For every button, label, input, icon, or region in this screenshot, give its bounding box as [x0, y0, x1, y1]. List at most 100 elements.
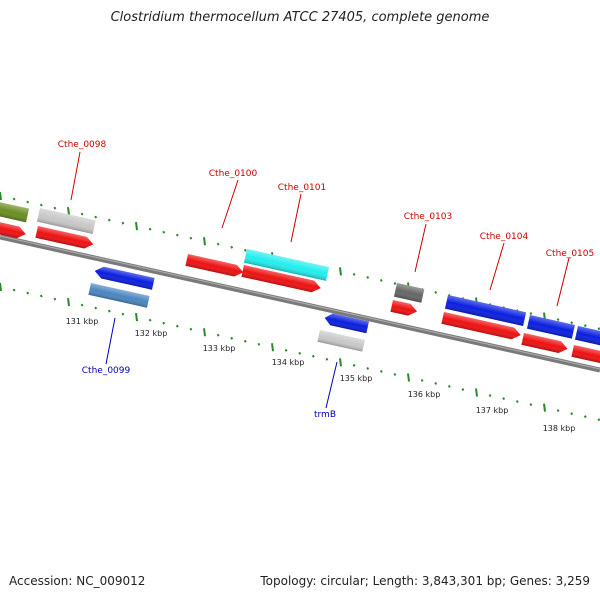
minor-tick — [556, 409, 560, 413]
minor-tick — [53, 297, 57, 301]
minor-tick — [216, 333, 220, 337]
cds-cthe-0101[interactable] — [243, 249, 330, 281]
kbp-labels: 131 kbp 132 kbp 133 kbp 134 kbp 135 kbp … — [66, 317, 576, 433]
minor-tick — [162, 230, 166, 234]
minor-tick — [107, 218, 111, 222]
cds-blue-reverse-arrow[interactable] — [323, 312, 369, 334]
cds-olive[interactable] — [0, 200, 30, 223]
minor-tick — [420, 379, 424, 382]
major-tick — [475, 388, 478, 397]
cds-red-arrow[interactable] — [390, 300, 418, 317]
minor-tick — [80, 212, 84, 216]
cds-red-arrow[interactable] — [241, 265, 322, 294]
minor-tick — [284, 348, 288, 352]
accession-text: Accession: NC_009012 — [9, 574, 146, 588]
major-tick — [407, 373, 410, 382]
minor-tick — [311, 354, 315, 358]
minor-tick — [175, 233, 179, 237]
minor-tick — [583, 324, 587, 328]
cds-blue-edge[interactable] — [574, 326, 600, 347]
minor-tick — [53, 206, 57, 210]
minor-tick — [230, 245, 234, 249]
minor-tick — [107, 309, 111, 313]
minor-tick — [529, 403, 533, 407]
gene-label-cthe-0100[interactable]: Cthe_0100 — [209, 169, 258, 179]
minor-tick — [94, 215, 98, 219]
minor-tick — [502, 397, 506, 400]
cds-red-arrow[interactable] — [441, 312, 522, 341]
kbp-label: 131 kbp — [66, 317, 99, 326]
minor-tick — [12, 197, 16, 201]
major-tick — [67, 297, 70, 307]
minor-tick — [26, 200, 30, 204]
minor-tick — [39, 203, 43, 207]
major-tick — [543, 403, 546, 412]
minor-tick — [243, 248, 247, 252]
minor-tick — [461, 388, 465, 391]
kbp-label: 135 kbp — [340, 374, 373, 383]
minor-tick — [12, 288, 16, 292]
minor-tick — [121, 221, 125, 225]
minor-tick — [393, 281, 397, 285]
cds-trmb[interactable] — [317, 330, 365, 352]
cds-cthe-0099[interactable] — [88, 283, 150, 308]
minor-tick — [529, 312, 533, 316]
minor-tick — [148, 318, 152, 322]
minor-tick — [148, 227, 152, 231]
major-tick — [339, 267, 342, 276]
minor-tick — [597, 418, 600, 422]
kbp-label: 136 kbp — [408, 390, 441, 399]
cds-red-arrow[interactable] — [571, 345, 600, 367]
major-tick — [135, 222, 138, 231]
major-tick — [271, 343, 274, 352]
minor-tick — [121, 312, 125, 316]
minor-tick — [447, 385, 451, 388]
minor-tick — [162, 321, 166, 325]
minor-tick — [243, 339, 247, 343]
gene-label-cthe-0104[interactable]: Cthe_0104 — [480, 232, 529, 242]
minor-tick — [175, 324, 179, 328]
lower-tick-track — [0, 282, 600, 422]
cds-cthe-0105[interactable] — [526, 315, 575, 339]
minor-tick — [366, 366, 370, 370]
minor-tick — [570, 321, 574, 325]
cds-cthe-0100[interactable] — [185, 254, 244, 278]
minor-tick — [488, 394, 492, 397]
kbp-label: 132 kbp — [135, 329, 168, 338]
major-tick — [0, 191, 2, 201]
minor-tick — [325, 357, 329, 361]
gene-label-cthe-0103[interactable]: Cthe_0103 — [404, 212, 452, 222]
minor-tick — [216, 242, 220, 246]
cds-red-arrow[interactable] — [35, 226, 94, 250]
gene-label-cthe-0101[interactable]: Cthe_0101 — [278, 183, 326, 193]
genome-backbone — [0, 234, 600, 373]
gene-label-cthe-0099[interactable]: Cthe_0099 — [82, 366, 131, 376]
minor-tick — [597, 327, 600, 331]
minor-tick — [94, 306, 98, 310]
cds-red-arrow[interactable] — [0, 220, 27, 240]
kbp-label: 138 kbp — [543, 424, 576, 433]
map-title: Clostridium thermocellum ATCC 27405, com… — [110, 10, 490, 25]
major-tick — [339, 358, 342, 367]
reverse-callouts — [105, 317, 338, 409]
gene-label-cthe-0098[interactable]: Cthe_0098 — [58, 140, 107, 150]
major-tick — [203, 328, 206, 337]
minor-tick — [434, 291, 438, 294]
minor-tick — [230, 336, 234, 340]
cds-cthe-0103[interactable] — [393, 283, 425, 303]
gene-label-cthe-0105[interactable]: Cthe_0105 — [546, 249, 594, 259]
minor-tick — [515, 400, 519, 404]
minor-tick — [352, 272, 356, 276]
cds-blue-reverse-arrow[interactable] — [93, 265, 155, 290]
major-tick — [67, 206, 70, 216]
kbp-label: 137 kbp — [476, 406, 509, 415]
minor-tick — [393, 372, 397, 376]
cds-cthe-0104[interactable] — [444, 295, 527, 326]
kbp-label: 133 kbp — [203, 344, 236, 353]
cds-cthe-0098[interactable] — [36, 208, 96, 235]
minor-tick — [352, 363, 356, 367]
gene-label-trmb[interactable]: trmB — [314, 410, 336, 420]
cds-red-arrow[interactable] — [521, 333, 569, 355]
major-tick — [135, 313, 138, 322]
